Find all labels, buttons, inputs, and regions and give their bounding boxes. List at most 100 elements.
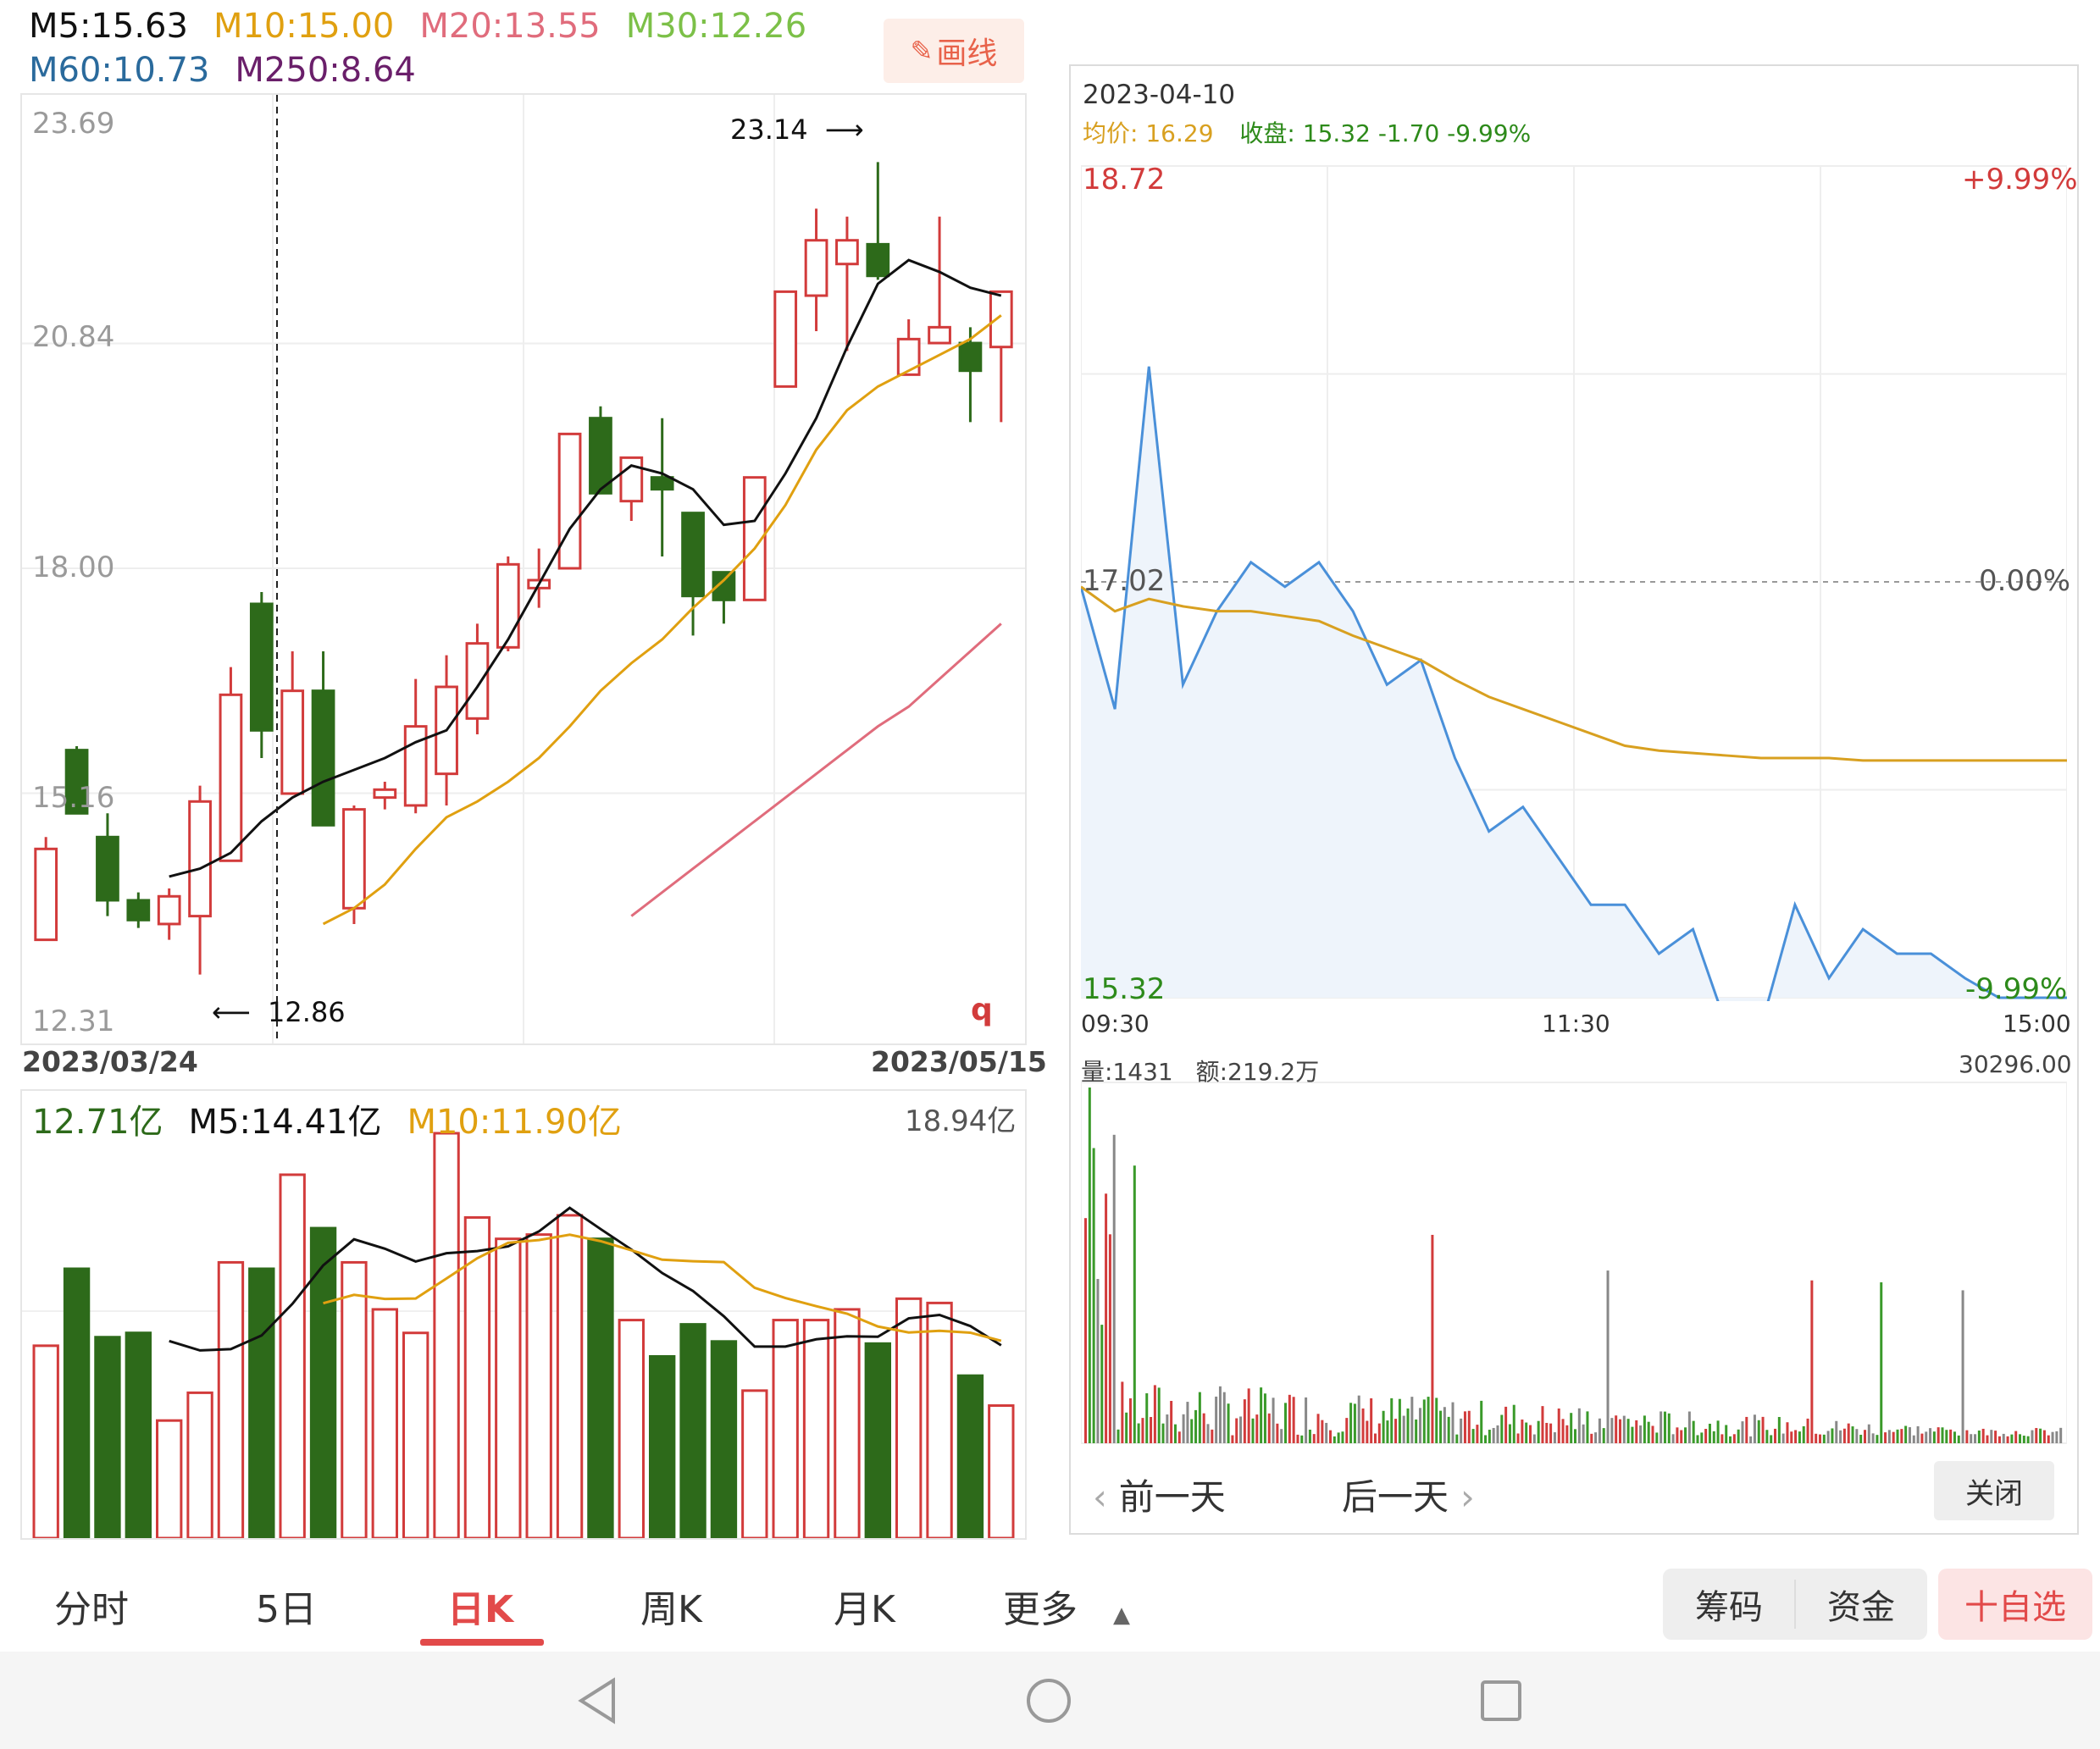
volume-bar [988, 1404, 1015, 1538]
intraday-volume-bar [1639, 1425, 1643, 1443]
intraday-volume-bar [1532, 1434, 1536, 1443]
recents-icon[interactable] [1479, 1679, 1523, 1723]
intraday-volume-bar [1488, 1430, 1491, 1443]
kline-ytick: 20.84 [32, 320, 115, 354]
intraday-volume-bar [1484, 1435, 1488, 1443]
draw-line-button[interactable]: ✎ 画线 [884, 19, 1024, 83]
intraday-volume-bar [2026, 1436, 2030, 1443]
intraday-volume-frame [1080, 1082, 2068, 1444]
tab-5day[interactable]: 5日 [256, 1588, 317, 1631]
intraday-volume-bar [1871, 1433, 1875, 1443]
intraday-volume-bar [1150, 1417, 1153, 1443]
price-line [1079, 366, 2067, 1029]
return-latest-icon[interactable]: q [971, 993, 993, 1027]
tab-more[interactable]: 更多 ▲ [1003, 1579, 1130, 1633]
intraday-volume-bar [1626, 1419, 1630, 1443]
intraday-volume-bar [1970, 1434, 1973, 1443]
candle-body [311, 689, 335, 827]
tab-weekly-k[interactable]: 周K [640, 1588, 702, 1631]
candle-body [681, 512, 705, 598]
intraday-volume-bar [1557, 1409, 1560, 1443]
intraday-amount: 额:219.2万 [1195, 1058, 1320, 1086]
tab-intraday[interactable]: 分时 [54, 1588, 129, 1631]
volume-max: 18.94亿 [905, 1104, 1017, 1138]
candle-body [557, 432, 582, 570]
candle-body [619, 456, 644, 503]
candle-body [188, 800, 212, 918]
candle-body [650, 476, 674, 491]
funds-button[interactable]: 资金 [1827, 1588, 1895, 1627]
ma-line-m10 [322, 314, 1002, 926]
tab-daily-k[interactable]: 日K [447, 1588, 514, 1631]
volume-bar [710, 1340, 738, 1538]
back-icon[interactable] [576, 1677, 618, 1724]
intraday-volume-bar [1496, 1425, 1499, 1443]
intraday-volume-bar [1443, 1407, 1446, 1443]
volume-ma5-line [169, 1206, 1002, 1352]
ma30-label: M30:12.26 [625, 7, 807, 46]
intraday-volume-bar [1239, 1416, 1243, 1443]
intraday-volume-bar [1455, 1434, 1459, 1443]
candle-body [280, 689, 305, 795]
intraday-volume-bar [1659, 1411, 1663, 1443]
intraday-volume-bar [2035, 1428, 2038, 1443]
intraday-volume-bar [1749, 1436, 1753, 1443]
intraday-volume-bar [1292, 1397, 1295, 1443]
intraday-volume-bar [1276, 1423, 1279, 1443]
intraday-volume-bar [1553, 1432, 1556, 1443]
intraday-volume-bar [1467, 1410, 1471, 1443]
intraday-volume-bar [1402, 1415, 1405, 1443]
home-icon[interactable] [1025, 1677, 1072, 1724]
intraday-volume-bar [1994, 1431, 1997, 1443]
prev-day-label: 前一天 [1118, 1476, 1226, 1518]
intraday-volume-bar [1366, 1420, 1369, 1443]
next-day-button[interactable]: 后一天 › [1342, 1469, 1475, 1520]
intraday-volume-bar [1521, 1420, 1524, 1443]
intraday-volume-bar [1260, 1387, 1263, 1443]
prev-day-button[interactable]: ‹ 前一天 [1093, 1469, 1226, 1520]
intraday-volume-bar [1153, 1385, 1156, 1443]
intraday-volume-bar [1439, 1410, 1443, 1443]
intraday-volume-bar [1267, 1413, 1271, 1443]
add-watchlist-button[interactable]: 十自选 [1938, 1569, 2092, 1640]
kline-panel[interactable] [20, 93, 1027, 1045]
intraday-volume-bar [1810, 1280, 1814, 1443]
chips-button[interactable]: 筹码 [1664, 1580, 1796, 1629]
intraday-volume-bar [1720, 1434, 1724, 1443]
intraday-volume-bar [1949, 1429, 1953, 1443]
intraday-volume-bar [1337, 1432, 1340, 1443]
kline-ytick: 15.16 [32, 781, 115, 815]
intraday-volume-bar [1116, 1429, 1120, 1443]
intraday-volume-panel[interactable] [1080, 1049, 2068, 1447]
intraday-chart [1079, 165, 2068, 1029]
intraday-volume-bar [1819, 1434, 1821, 1443]
intraday-volume-bar [1680, 1430, 1683, 1443]
intraday-volume-bar [1777, 1417, 1781, 1443]
intraday-volume-bar [1141, 1418, 1144, 1443]
intraday-volume-bar [1887, 1430, 1891, 1443]
candle-body [835, 239, 859, 266]
intraday-volume-bar [1161, 1423, 1165, 1443]
candle-body [64, 749, 89, 815]
intraday-volume-bar [1218, 1386, 1222, 1443]
intraday-volume-bar [1781, 1433, 1785, 1443]
intraday-price-panel[interactable] [1079, 163, 2068, 1029]
low-price-marker: ⟵ 12.86 [212, 996, 346, 1028]
tab-monthly-k[interactable]: 月K [834, 1588, 895, 1631]
period-tabbar: 分时 5日 日K 周K 月K 更多 ▲ [0, 1558, 1169, 1652]
close-popup-button[interactable]: 关闭 [1934, 1461, 2054, 1520]
intraday-volume-bar [1570, 1413, 1573, 1443]
volume-bar [309, 1226, 337, 1538]
volume-panel[interactable] [20, 1089, 1027, 1540]
price-area [1081, 366, 2067, 1027]
intraday-volume-bar [1920, 1433, 1924, 1443]
intraday-volume-bar [1932, 1431, 1936, 1443]
ma20-label: M20:13.55 [419, 7, 601, 46]
intraday-volume-bar [1541, 1406, 1544, 1443]
intraday-volume-bar [1549, 1423, 1553, 1443]
intraday-volume-bar [1867, 1424, 1870, 1443]
kline-start-date: 2023/03/24 [22, 1045, 198, 1078]
intraday-volume-bar [1235, 1418, 1238, 1443]
intraday-volume-bar [1157, 1387, 1161, 1443]
intraday-volume-bar [2051, 1431, 2054, 1443]
